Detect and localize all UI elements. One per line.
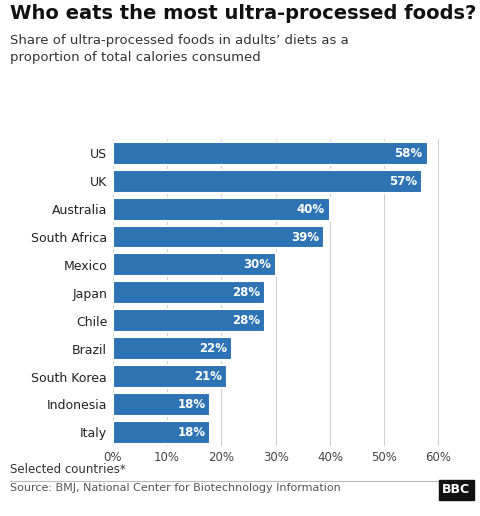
Text: BBC: BBC — [442, 483, 470, 496]
Text: 21%: 21% — [194, 370, 222, 383]
Bar — [113, 253, 276, 277]
Text: 22%: 22% — [199, 342, 228, 355]
Bar — [113, 281, 265, 304]
Text: Selected countries*: Selected countries* — [10, 463, 125, 476]
Bar — [113, 309, 265, 332]
Text: 58%: 58% — [395, 147, 423, 160]
Text: 57%: 57% — [389, 175, 417, 188]
Text: 28%: 28% — [232, 314, 260, 327]
Bar — [113, 421, 211, 444]
Bar — [113, 170, 422, 192]
Bar — [113, 393, 211, 416]
Text: 28%: 28% — [232, 286, 260, 299]
Bar — [113, 142, 428, 165]
Bar — [113, 337, 232, 360]
Bar — [113, 198, 330, 220]
Text: 18%: 18% — [178, 398, 205, 411]
Text: Who eats the most ultra-processed foods?: Who eats the most ultra-processed foods? — [10, 4, 476, 23]
Text: Source: BMJ, National Center for Biotechnology Information: Source: BMJ, National Center for Biotech… — [10, 483, 340, 493]
Text: 30%: 30% — [243, 259, 271, 271]
Text: Share of ultra-processed foods in adults’ diets as a
proportion of total calorie: Share of ultra-processed foods in adults… — [10, 34, 348, 64]
Bar — [113, 225, 324, 248]
Bar — [113, 365, 227, 388]
Text: 18%: 18% — [178, 426, 205, 439]
Text: 40%: 40% — [297, 203, 325, 216]
Text: 39%: 39% — [291, 231, 320, 244]
